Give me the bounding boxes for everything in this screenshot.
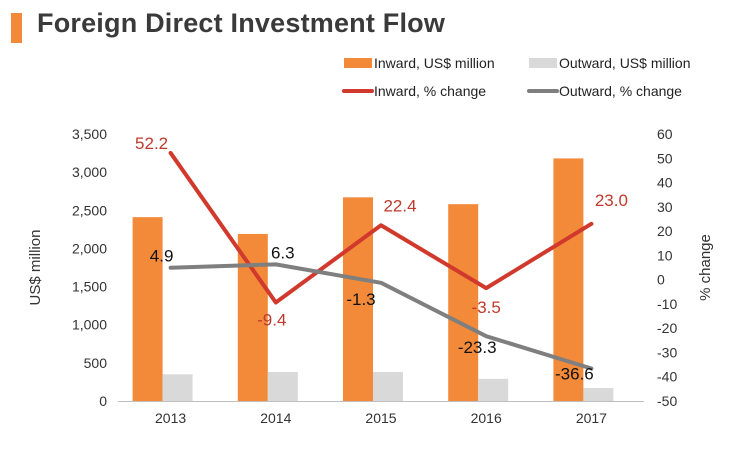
y-tick-label: 3,000	[72, 164, 107, 180]
title-accent-bar	[11, 13, 22, 43]
bar-outward-2014	[267, 372, 298, 401]
line-inward-pct	[168, 150, 594, 305]
bar-inward-2013	[132, 217, 163, 401]
legend-inward-bar-swatch	[344, 58, 372, 68]
bar-outward-2016	[478, 378, 509, 401]
outward-pct-label: -1.3	[346, 290, 375, 309]
legend-inward-bar-label: Inward, US$ million	[374, 55, 495, 71]
y-tick-label: 2,000	[72, 240, 107, 256]
y-tick-label: 1,500	[72, 279, 107, 295]
outward-pct-label: 4.9	[150, 247, 174, 266]
x-tick-label: 2013	[155, 410, 186, 426]
legend-inward-line-label: Inward, % change	[374, 83, 486, 99]
outward-pct-label: -23.3	[458, 338, 497, 357]
y-tick-label: 0	[99, 393, 107, 409]
y-tick-label: 3,500	[72, 126, 107, 142]
y2-tick-label: 30	[657, 199, 673, 215]
line-outward-pct	[168, 262, 594, 371]
x-tick-label: 2017	[576, 410, 607, 426]
y-axis-title: US$ million	[27, 230, 44, 306]
bar-inward-2015	[343, 197, 373, 401]
x-tick-label: 2015	[365, 410, 396, 426]
x-tick-label: 2014	[260, 410, 291, 426]
legend-outward-bar-swatch	[529, 58, 557, 68]
bar-outward-2013	[162, 374, 193, 401]
outward-pct-label: 6.3	[271, 243, 295, 262]
y-tick-label: 1,000	[72, 317, 107, 333]
x-tick-label: 2016	[471, 410, 502, 426]
y-tick-label: 2,500	[72, 202, 107, 218]
y2-tick-label: -10	[657, 296, 677, 312]
y2-tick-label: 50	[657, 150, 673, 166]
y2-tick-label: -20	[657, 320, 677, 336]
y2-tick-label: -30	[657, 344, 677, 360]
y2-tick-label: 60	[657, 126, 673, 142]
y2-axis-title: % change	[697, 234, 714, 301]
outward-pct-label: -36.6	[555, 364, 594, 383]
bar-outward-2017	[583, 388, 614, 401]
y2-tick-label: 0	[657, 272, 665, 288]
chart-title: Foreign Direct Investment Flow	[37, 8, 446, 38]
y2-tick-label: 10	[657, 247, 673, 263]
inward-pct-label: -9.4	[257, 310, 286, 329]
inward-pct-label: 22.4	[383, 196, 416, 215]
y2-tick-label: -40	[657, 369, 677, 385]
inward-pct-label: 23.0	[595, 191, 628, 210]
y2-tick-label: 40	[657, 175, 673, 191]
bar-inward-2014	[237, 233, 268, 401]
legend-outward-line-label: Outward, % change	[559, 83, 682, 99]
bar-inward-2016	[448, 204, 479, 401]
inward-pct-label: 52.2	[135, 134, 168, 153]
bar-outward-2015	[373, 372, 403, 401]
legend-outward-bar-label: Outward, US$ million	[559, 55, 691, 71]
y2-tick-label: 20	[657, 223, 673, 239]
y2-tick-label: -50	[657, 393, 677, 409]
y-tick-label: 500	[84, 355, 108, 371]
inward-pct-label: -3.5	[472, 298, 501, 317]
